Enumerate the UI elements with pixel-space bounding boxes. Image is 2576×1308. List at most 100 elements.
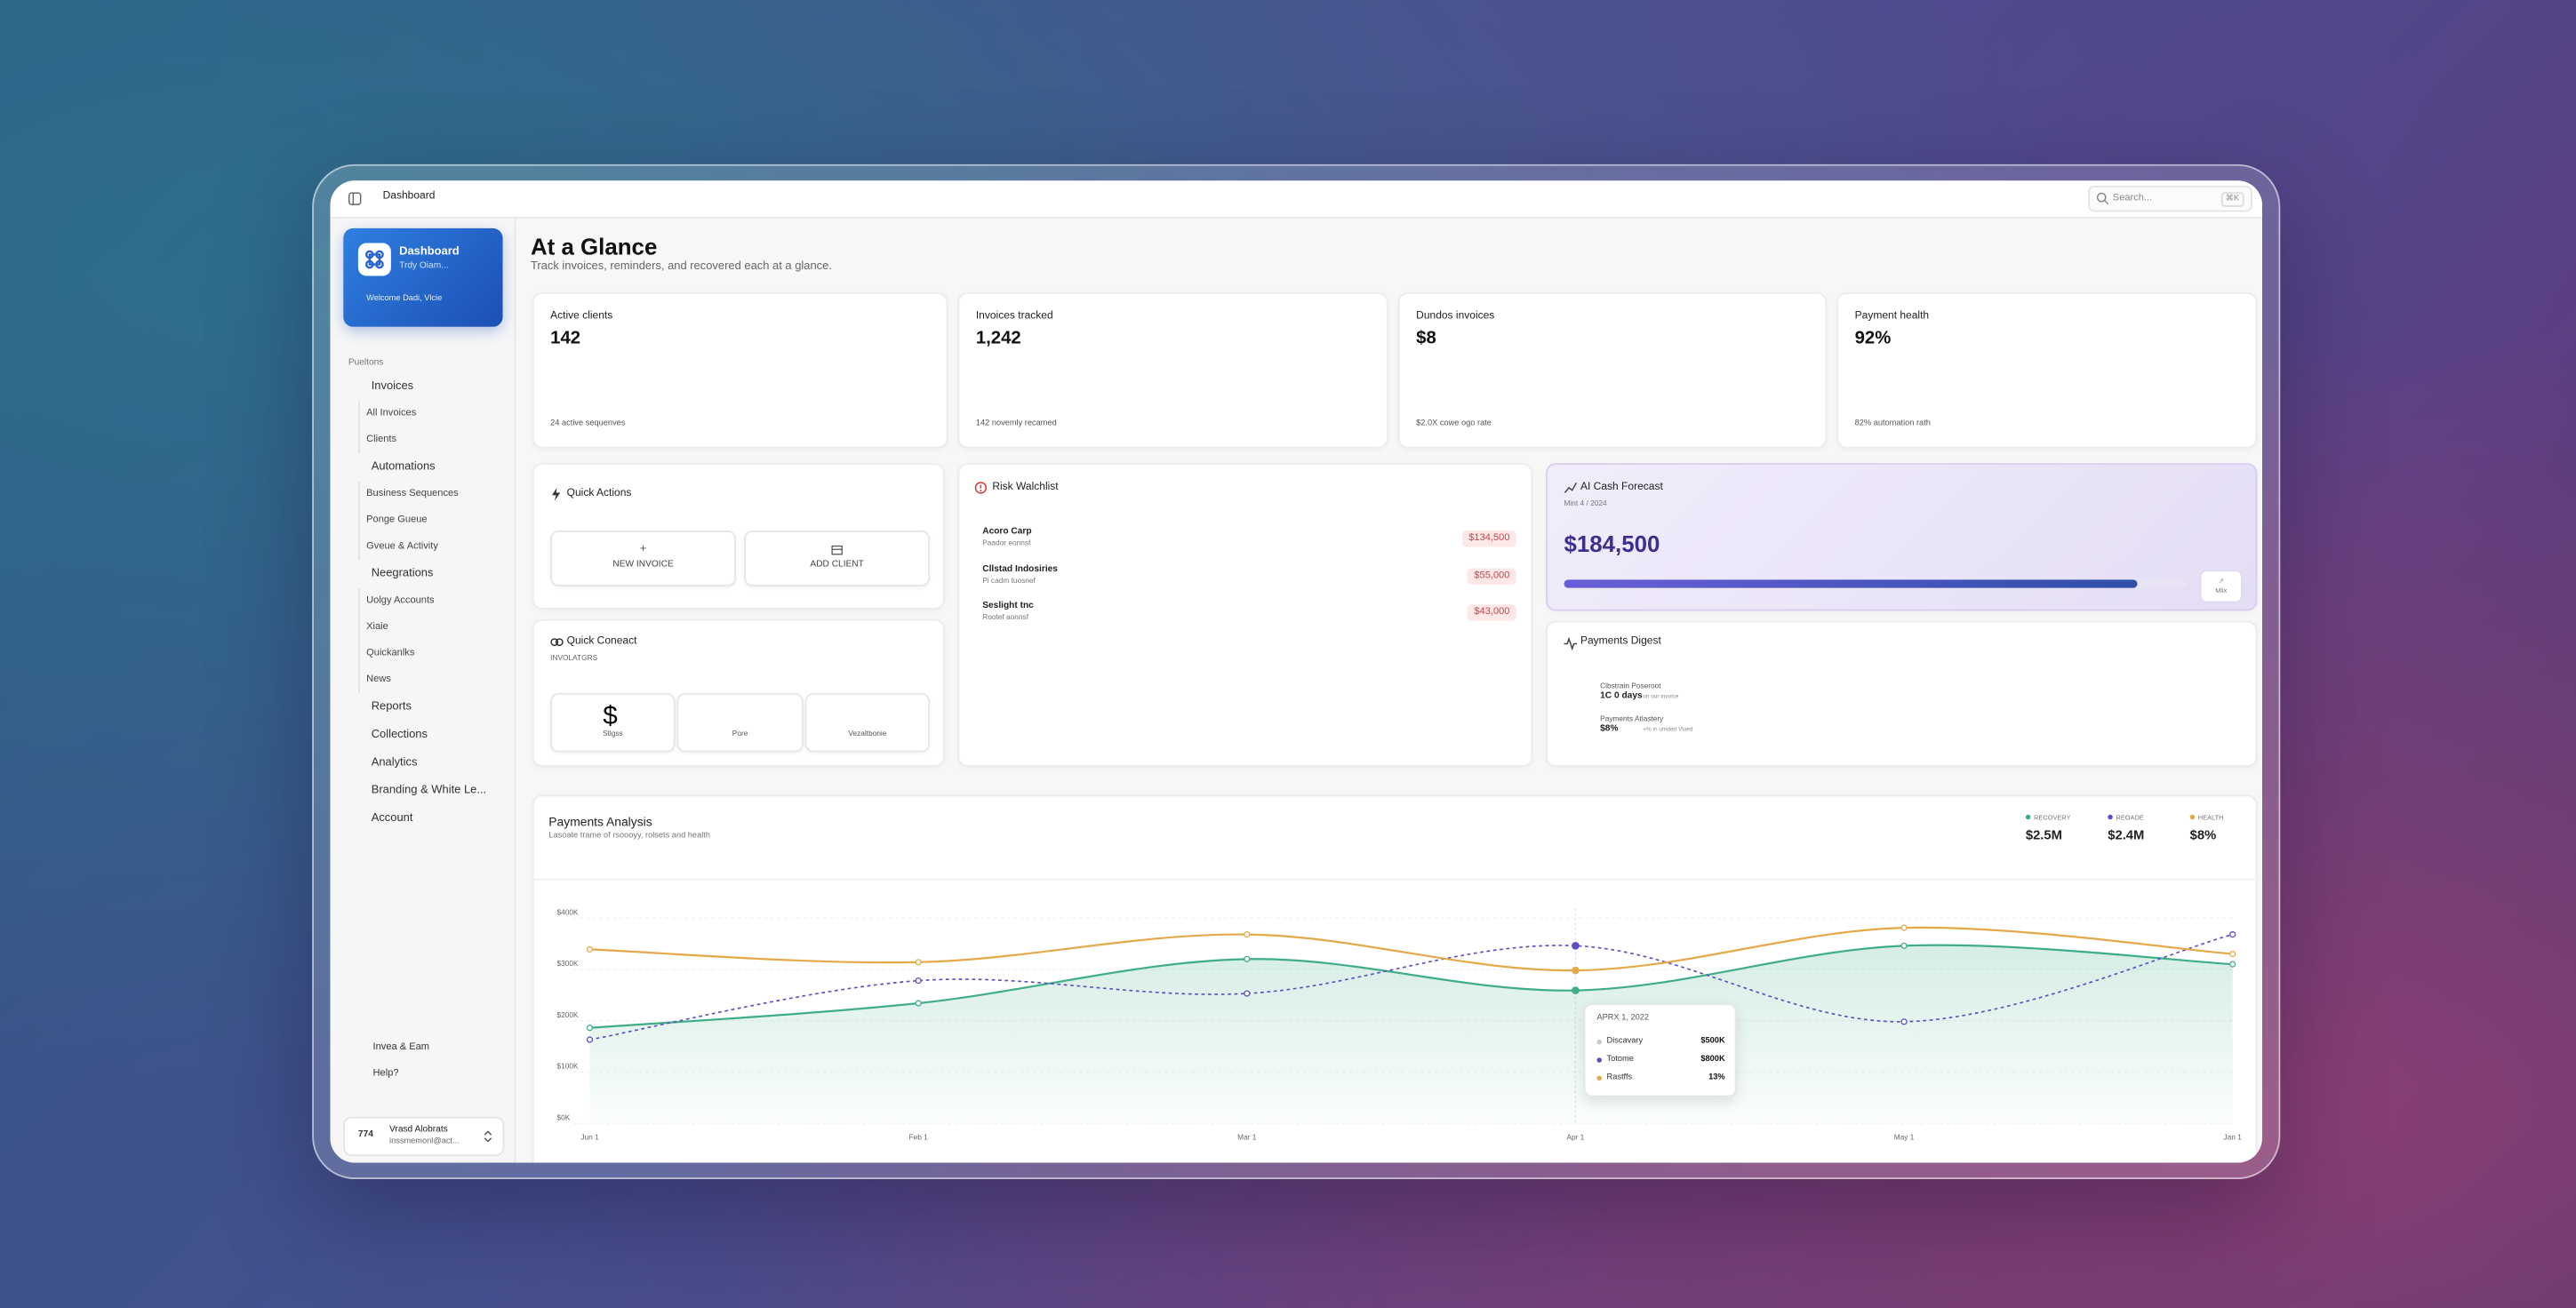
stat-label: Active clients: [550, 310, 613, 323]
nav-subitem[interactable]: Xiaie: [330, 614, 514, 641]
stat-card: Dundos invoices $8 $2.0X cowe ogo rate: [1397, 291, 1828, 449]
stat-note: $2.0X cowe ogo rate: [1416, 419, 1492, 429]
nav-label: Automations: [371, 461, 436, 474]
nav-subitem[interactable]: Clients: [330, 427, 514, 454]
stat-label: Dundos invoices: [1416, 310, 1495, 323]
forecast-icon: [1564, 483, 1578, 493]
footer-item[interactable]: Invea & Eam: [330, 1034, 514, 1061]
nav-item[interactable]: Branding & White Le...: [330, 777, 514, 804]
card-title: AI Cash Forecast: [1580, 481, 1663, 493]
add-client-button[interactable]: ADD CLIENT: [744, 530, 931, 586]
nav-subitem[interactable]: Business Sequences: [330, 481, 514, 508]
point: [915, 959, 922, 966]
nav-sublabel: All Invoices: [366, 409, 417, 419]
button-label: Mlix: [2215, 586, 2228, 595]
point: [2229, 961, 2236, 968]
point: [1244, 955, 1251, 962]
nav-subitem[interactable]: All Invoices: [330, 400, 514, 427]
brand-welcome: Welcome Dadi, Vlcie: [366, 293, 443, 304]
y-tick-label: $300K: [557, 959, 579, 968]
line: [589, 926, 2233, 972]
nav-rail: [357, 400, 360, 427]
x-tick-label: Jun 1: [580, 1133, 599, 1142]
nav-item[interactable]: Analytics: [330, 749, 514, 777]
nav-rail: [357, 427, 360, 454]
nav-subitem[interactable]: Uolgy Accounts: [330, 587, 514, 615]
sidebar-footer: Invea & Eam Help?: [330, 1034, 514, 1087]
risk-watchlist-card: Risk Walchlist Acoro Carp Paador eonnsf $1…: [957, 463, 1533, 768]
tooltip-name: Discavary: [1606, 1036, 1644, 1047]
shortcut: ⌘K: [2220, 192, 2244, 207]
point: [2229, 931, 2236, 938]
legend-value: $2.5M: [2025, 827, 2062, 843]
digest-label: Clbstrain Poseroot: [1600, 682, 1661, 690]
nav-subitem[interactable]: Quickanlks: [330, 640, 514, 667]
nav-rail: [357, 533, 360, 561]
forecast-button[interactable]: ↗ Mlix: [2199, 570, 2243, 603]
nav-sublabel: Quickanlks: [366, 649, 415, 659]
icon: ↗: [2218, 576, 2224, 585]
point: [1900, 942, 1908, 949]
nav-rail: [357, 614, 360, 641]
y-tick-label: $100K: [557, 1062, 579, 1071]
legend-label: HEALTH: [2197, 811, 2224, 821]
search-box[interactable]: Search... ⌘K: [2088, 185, 2252, 212]
brand-icon: [357, 243, 391, 276]
stat-value: 92%: [1854, 328, 1892, 348]
digest-card: Payments Digest Clbstrain Poseroot 1C 0 d…: [1546, 620, 2258, 768]
user-initials: 774: [357, 1129, 373, 1140]
nav-subitem[interactable]: Ponge Gueue: [330, 507, 514, 534]
integration-tile[interactable]: $ Stlgss: [550, 692, 676, 753]
nav-item[interactable]: Collections: [330, 721, 514, 748]
point: [2229, 950, 2236, 958]
area: [589, 945, 2233, 1124]
point: [1572, 986, 1580, 994]
section-label: Pueltons: [348, 357, 384, 368]
footer-item[interactable]: Help?: [330, 1061, 514, 1088]
nav-rail: [357, 640, 360, 667]
nav-subitem[interactable]: Gveue & Activity: [330, 533, 514, 561]
nav-item[interactable]: Reports: [330, 693, 514, 721]
user-email: inssmemonl@act...: [389, 1136, 460, 1147]
digest-label: Payments Atlastery: [1600, 714, 1664, 723]
point: [1244, 931, 1251, 938]
nav-subitem[interactable]: News: [330, 666, 514, 693]
page-title: At a Glance: [530, 233, 658, 260]
y-tick-label: $200K: [557, 1010, 579, 1019]
brand-subtitle: Trdy Oiam...: [399, 260, 449, 271]
risk-name: Acoro Carp: [982, 527, 1032, 538]
nav-label: Invoices: [371, 380, 414, 393]
tooltip-value: 13%: [1708, 1072, 1725, 1082]
nav-sublabel: News: [366, 674, 391, 685]
svg-text:$: $: [603, 703, 618, 731]
legend-label: RECOVERY: [2034, 811, 2071, 821]
new-invoice-button[interactable]: + NEW INVOICE: [550, 530, 736, 586]
progress-fill: [1564, 579, 2137, 588]
point: [1900, 1018, 1908, 1025]
sidebar-toggle[interactable]: [348, 192, 364, 207]
nav-item[interactable]: Automations: [330, 453, 514, 481]
nav-item[interactable]: Neegrations: [330, 560, 514, 587]
tooltip-dot: [1596, 1075, 1603, 1081]
nav-label: Collections: [371, 729, 428, 741]
point: [1572, 941, 1580, 950]
integration-logo: $: [603, 703, 617, 732]
stat-label: Invoices tracked: [975, 310, 1053, 323]
user-card[interactable]: 774 Vrasd Alobrats inssmemonl@act...: [343, 1116, 505, 1157]
nav-rail: [357, 666, 360, 693]
x-tick-label: May 1: [1894, 1133, 1915, 1142]
integration-label: Pore: [732, 729, 748, 738]
stat-value: 1,242: [975, 328, 1021, 348]
stat-value: 142: [550, 328, 581, 348]
quick-actions-card: Quick Actions + NEW INVOICE ADD CLIENT: [532, 463, 945, 610]
brand-title: Dashboard: [399, 246, 460, 259]
point: [1244, 990, 1251, 997]
nav-item[interactable]: Account: [330, 805, 514, 833]
brand-card[interactable]: Dashboard Trdy Oiam... Welcome Dadi, Vlc…: [343, 227, 503, 327]
forecast-card: AI Cash Forecast Mint 4 / 2024 $184,500 …: [1546, 463, 2258, 611]
nav-item[interactable]: Invoices: [330, 373, 514, 401]
integration-tile[interactable]: Vezaltbonie: [804, 692, 931, 753]
legend-dot: [2108, 814, 2113, 820]
user-name: Vrasd Alobrats: [389, 1125, 448, 1136]
integration-tile[interactable]: Pore: [676, 692, 804, 753]
